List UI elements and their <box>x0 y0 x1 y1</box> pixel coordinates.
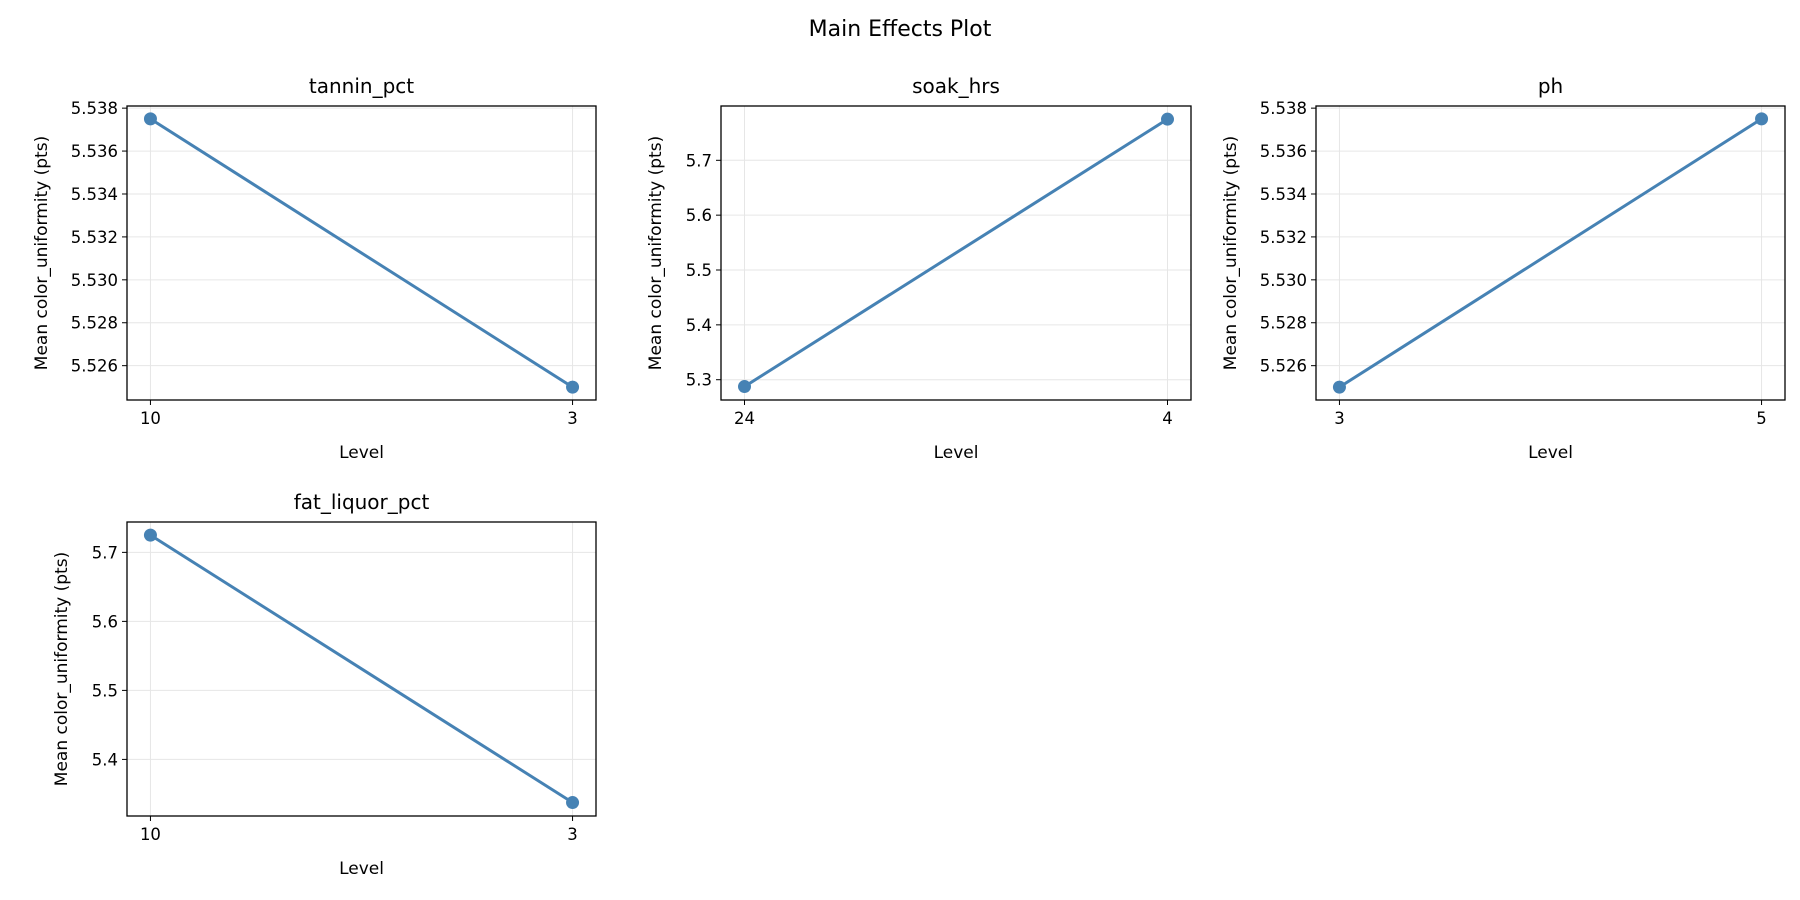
ytick-label: 5.538 <box>1260 99 1307 118</box>
xtick-label: 5 <box>1756 409 1767 428</box>
ytick-label: 5.4 <box>686 316 712 335</box>
ytick-label: 5.4 <box>92 750 118 769</box>
y-axis-label: Mean color_uniformity (pts) <box>52 552 72 786</box>
ytick-label: 5.536 <box>1260 142 1307 161</box>
y-axis-label: Mean color_uniformity (pts) <box>646 136 666 370</box>
data-point <box>143 112 157 126</box>
ytick-label: 5.528 <box>71 314 118 333</box>
xtick-label: 24 <box>734 409 755 428</box>
x-axis-label: Level <box>934 443 979 463</box>
data-point <box>566 380 580 394</box>
xtick-label: 10 <box>140 409 161 428</box>
subplot-title: soak_hrs <box>912 74 1000 98</box>
ytick-label: 5.526 <box>71 357 118 376</box>
ytick-label: 5.530 <box>1260 271 1307 290</box>
xtick-label: 3 <box>567 825 578 844</box>
data-point <box>566 796 580 810</box>
subplot-ph: 5.526 5.528 5.530 5.532 5.534 5.536 5.538 3 5 ph L… <box>1221 74 1786 463</box>
y-axis-label: Mean color_uniformity (pts) <box>32 136 52 370</box>
xtick-label: 3 <box>1334 409 1345 428</box>
ytick-label: 5.534 <box>71 185 118 204</box>
ytick-label: 5.6 <box>92 612 118 631</box>
xtick-label: 4 <box>1162 409 1173 428</box>
xtick-label: 3 <box>567 409 578 428</box>
ytick-label: 5.532 <box>71 228 118 247</box>
figure-title: Main Effects Plot <box>809 17 992 42</box>
ytick-label: 5.528 <box>1260 314 1307 333</box>
ytick-label: 5.526 <box>1260 357 1307 376</box>
y-axis-label: Mean color_uniformity (pts) <box>1221 136 1241 370</box>
data-point <box>143 528 157 542</box>
subplot-soak_hrs: 5.3 5.4 5.5 5.6 5.7 24 4 soak_hrs Level Mean colo… <box>646 74 1192 463</box>
x-axis-label: Level <box>1528 443 1573 463</box>
plot-frame <box>720 105 1192 401</box>
ytick-label: 5.5 <box>686 261 712 280</box>
ytick-label: 5.536 <box>71 142 118 161</box>
ytick-label: 5.7 <box>92 543 118 562</box>
series-line <box>743 117 1169 388</box>
subplot-title: ph <box>1538 74 1563 98</box>
subplot-title: tannin_pct <box>309 74 414 98</box>
ytick-label: 5.534 <box>1260 185 1307 204</box>
data-point <box>1755 112 1769 126</box>
subplot-tannin_pct: 5.526 5.528 5.530 5.532 5.534 5.536 5.538 10 3 ta… <box>32 74 597 463</box>
series-line <box>1338 117 1763 389</box>
ytick-label: 5.538 <box>71 99 118 118</box>
x-axis-label: Level <box>339 443 384 463</box>
plot-frame <box>126 105 597 401</box>
data-point <box>1161 112 1174 126</box>
xtick-label: 10 <box>140 825 161 844</box>
plot-frame <box>126 521 597 817</box>
ytick-label: 5.6 <box>686 206 712 225</box>
data-point <box>1332 380 1346 394</box>
ytick-label: 5.532 <box>1260 228 1307 247</box>
ytick-label: 5.5 <box>92 681 118 700</box>
subplot-fat_liquor_pct: 5.4 5.5 5.6 5.7 10 3 fat_liquor_pct Level Mean c… <box>52 490 597 879</box>
subplot-title: fat_liquor_pct <box>294 490 430 514</box>
x-axis-label: Level <box>339 859 384 879</box>
plot-frame <box>1315 105 1786 401</box>
ytick-label: 5.530 <box>71 271 118 290</box>
data-point <box>738 380 751 394</box>
series-line <box>149 533 574 804</box>
series-line <box>149 117 574 389</box>
ytick-label: 5.7 <box>686 151 712 170</box>
ytick-label: 5.3 <box>686 371 712 390</box>
